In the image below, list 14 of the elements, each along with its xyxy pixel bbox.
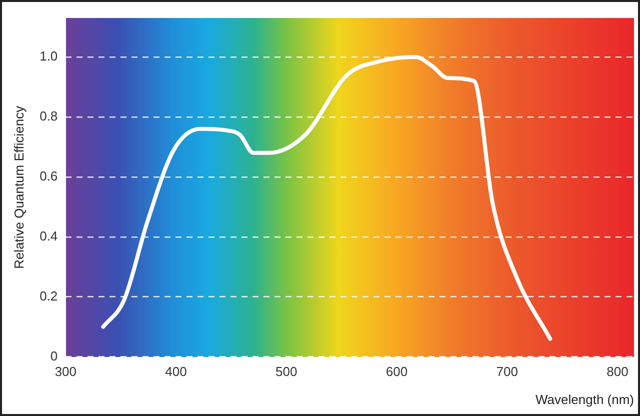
x-tick-label: 300 — [54, 364, 77, 380]
y-tick-label: 1.0 — [40, 48, 58, 64]
y-tick-label: 0.8 — [40, 108, 58, 124]
x-tick-label: 500 — [276, 364, 298, 380]
y-tick-label: 0 — [50, 348, 58, 364]
x-axis-title: Wavelength (nm) — [536, 392, 634, 407]
y-tick-label: 0.4 — [40, 228, 58, 244]
y-tick-label: 0.2 — [40, 288, 58, 304]
x-tick-label: 400 — [165, 364, 187, 380]
y-axis-title: Relative Quantum Efficiency — [11, 105, 26, 269]
x-tick-label: 800 — [606, 364, 628, 380]
x-tick-label: 600 — [386, 364, 408, 380]
x-tick-label: 700 — [496, 364, 518, 380]
y-tick-label: 0.6 — [40, 168, 58, 184]
